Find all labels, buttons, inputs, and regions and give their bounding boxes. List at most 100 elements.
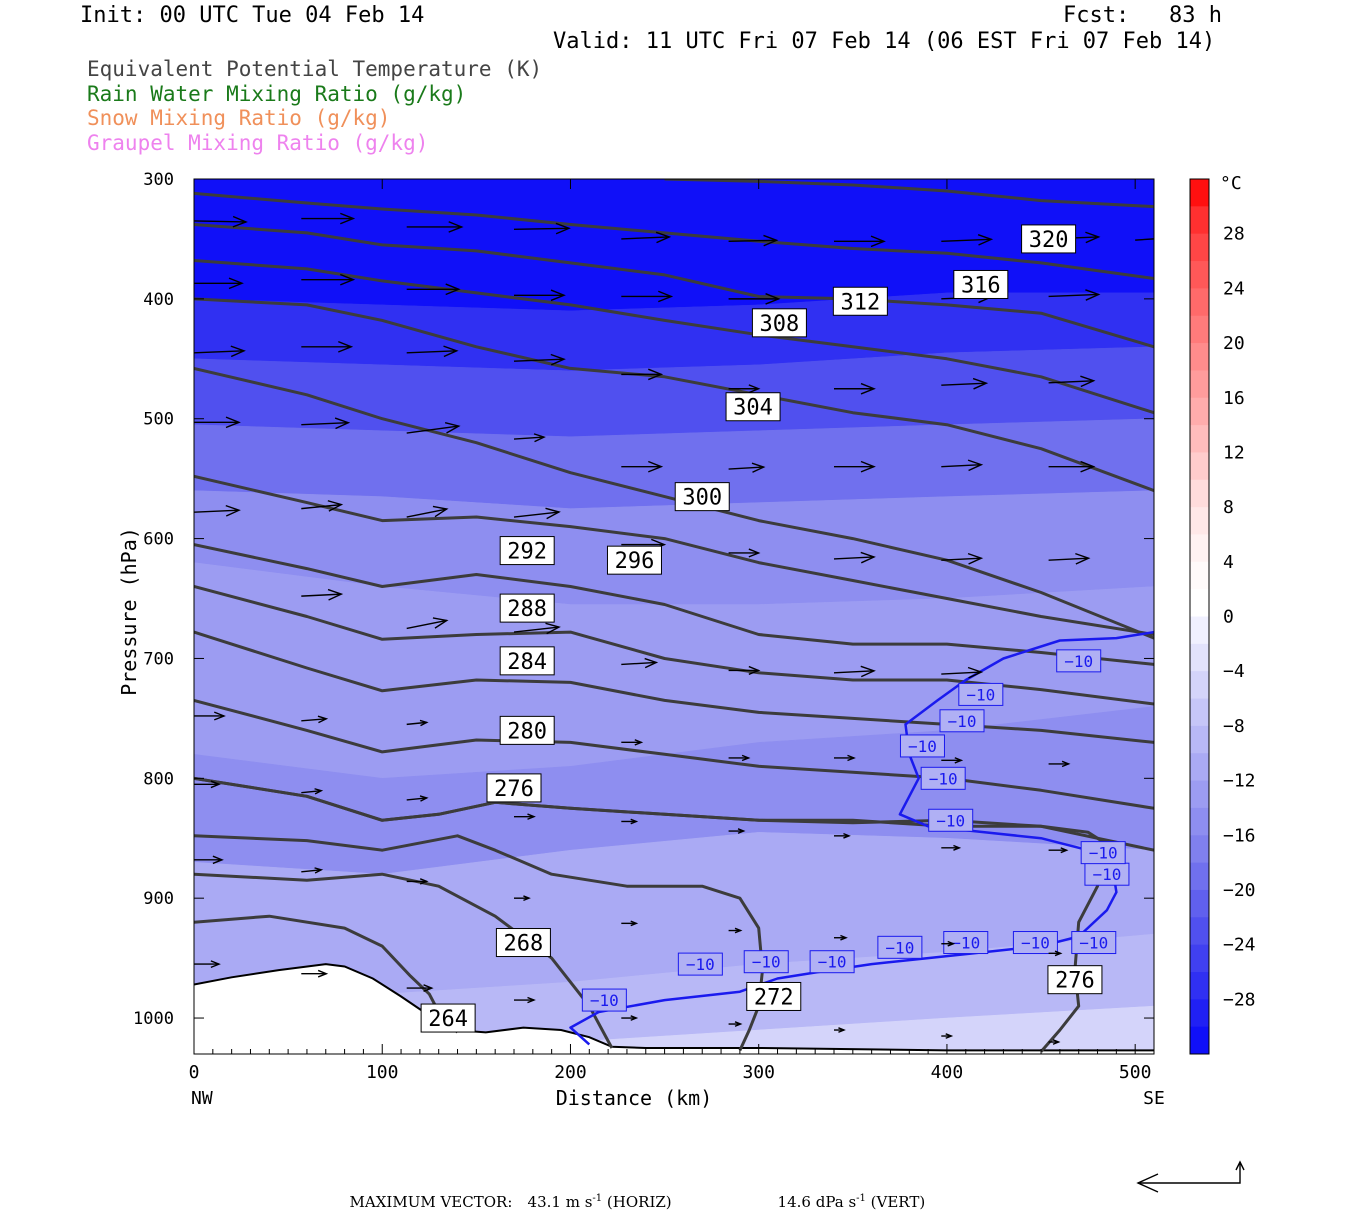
wind-vector [301, 417, 351, 430]
wind-vector-head [317, 969, 329, 978]
wind-vector-head [225, 504, 241, 517]
wind-vector-head [338, 340, 354, 353]
theta-e-label-box [499, 646, 555, 676]
theta-e-label: 276 [494, 777, 534, 802]
wind-vector-head [1085, 289, 1101, 301]
wind-vector-head [545, 507, 561, 520]
vert-value: 14.6 dPa s [777, 1193, 857, 1211]
wind-vector-shaft [941, 382, 987, 386]
theta-e-label-box [486, 773, 542, 803]
max-vector-label: MAXIMUM VECTOR: [349, 1193, 513, 1211]
wind-vector-head [1155, 235, 1165, 243]
wind-vector [406, 221, 464, 233]
colorbar-tick-label: −4 [1223, 661, 1245, 682]
wind-vector [301, 340, 354, 353]
wind-vector-head [444, 422, 461, 434]
wind-vector-shaft [406, 721, 427, 726]
temp-contour-label-box [1080, 841, 1126, 865]
y-axis-title: Pressure (hPa) [117, 527, 141, 696]
wind-vector [301, 969, 329, 978]
colorbar-cell [1190, 807, 1209, 836]
wind-vector-head [748, 548, 761, 558]
theta-e-contour [194, 223, 1154, 349]
wind-vector-head [860, 382, 876, 395]
wind-vector-shaft [941, 463, 982, 468]
wind-vector-shaft [728, 466, 764, 470]
wind-vector [194, 504, 241, 517]
wind-vector-head [751, 462, 766, 473]
colorbar-tick-label: −16 [1223, 825, 1256, 846]
wind-vector-shaft [621, 661, 657, 666]
wind-vector [301, 588, 344, 601]
wind-vector [194, 780, 221, 789]
wind-vector-head [860, 460, 876, 473]
temp-contour-label-box [1012, 931, 1058, 955]
wind-vector-shaft [406, 425, 459, 434]
wind-vector-shaft [941, 238, 992, 243]
theta-e-label-box [953, 269, 1009, 299]
wind-vector-shaft [941, 671, 982, 675]
wind-vector-head [1054, 950, 1063, 957]
wind-vector-head [967, 459, 984, 472]
wind-vector-head [870, 235, 886, 248]
y-tick-label: 400 [143, 290, 174, 310]
x-tick-label: 200 [554, 1062, 587, 1083]
temp-contour-label-box [939, 709, 985, 733]
horiz-tag: (HORIZ) [602, 1193, 672, 1211]
colorbar-tick-label: −28 [1223, 989, 1256, 1010]
x-start-label: NW [191, 1088, 213, 1109]
wind-vector-shaft [406, 508, 447, 518]
colorbar-cell [1190, 971, 1209, 1000]
wind-vector [194, 345, 246, 358]
temp-contour-label-box [877, 935, 923, 959]
wind-vector-head [954, 757, 964, 764]
wind-vector [834, 382, 876, 395]
temp-contour-label: −10 [1089, 844, 1118, 863]
theta-e-label-box [1021, 224, 1077, 254]
wind-vector-head [630, 920, 639, 927]
y-tick-label: 700 [143, 649, 174, 669]
wind-vector [621, 231, 672, 244]
wind-vector-head [210, 780, 221, 789]
wind-vector [834, 934, 848, 941]
wind-vector [194, 855, 224, 865]
x-tick-label: 100 [366, 1062, 399, 1083]
reference-vector-head-h [1136, 1173, 1159, 1193]
wind-vector [621, 460, 664, 473]
wind-vector [728, 548, 761, 558]
wind-vector [941, 666, 984, 679]
x-end-label: SE [1143, 1088, 1165, 1109]
wind-vector-head [741, 754, 751, 762]
colorbar-tick-label: −20 [1223, 880, 1256, 901]
theta-e-label-box [499, 593, 555, 623]
temp-contour-label: −10 [1092, 865, 1121, 884]
colorbar-cell [1190, 370, 1209, 399]
colorbar-cell [1190, 179, 1209, 207]
vert-exponent: -1 [856, 1193, 866, 1204]
theta-e-contour [194, 698, 1154, 810]
theta-e-label: 272 [754, 985, 794, 1010]
colorbar-tick-label: 16 [1223, 388, 1245, 409]
wind-vector-head [448, 221, 464, 233]
wind-vector-shaft [406, 350, 457, 354]
temp-contour-label-box [958, 682, 1004, 706]
wind-vector-head [634, 739, 644, 746]
wind-vector-shaft [1048, 380, 1094, 384]
theta-e-label: 300 [682, 486, 722, 511]
wind-vector [513, 353, 566, 366]
theta-e-label-box [1047, 965, 1103, 995]
wind-vector [728, 384, 761, 394]
wind-vector [194, 277, 244, 290]
wind-vector-head [443, 345, 459, 358]
wind-vector-head [445, 283, 461, 296]
theta-e-label-box [725, 392, 781, 422]
colorbar-cell [1190, 534, 1209, 563]
wind-vector [728, 665, 761, 675]
colorbar-cell [1190, 753, 1209, 782]
colorbar-cell [1190, 343, 1209, 371]
wind-vector-shaft [406, 619, 447, 630]
theta-e-label: 268 [504, 932, 544, 957]
wind-vector-head [737, 828, 746, 834]
wind-vector [194, 416, 241, 429]
wind-vector-shaft [1135, 238, 1154, 241]
